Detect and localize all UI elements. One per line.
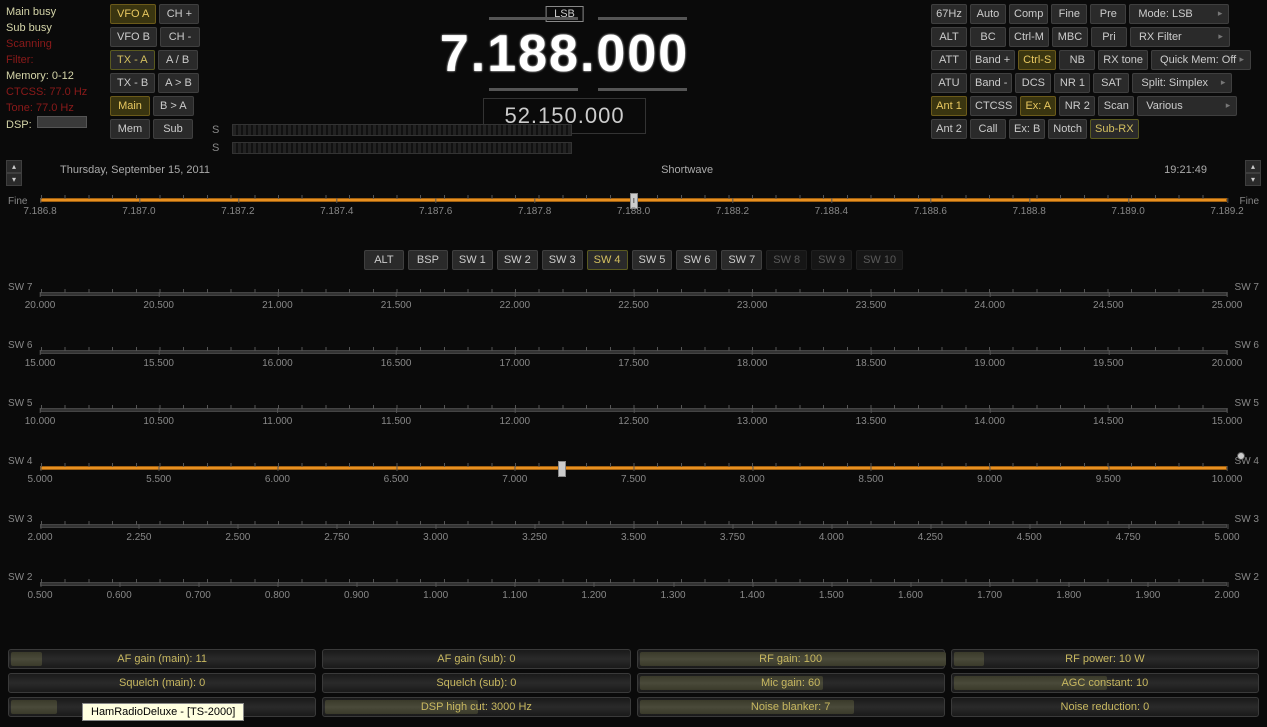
band-scale-sw5[interactable]: SW 5SW 510.00010.50011.00011.50012.00012… — [0, 392, 1267, 450]
center-display: LSB 7.188.000 52.150.000 S S — [202, 0, 927, 160]
btn-mem[interactable]: Mem — [110, 119, 150, 139]
scanning: Scanning — [6, 36, 102, 52]
slider-rf-gain-100[interactable]: RF gain: 100 — [637, 649, 945, 669]
slider-af-gain-main-11[interactable]: AF gain (main): 11 — [8, 649, 316, 669]
btn-band-[interactable]: Band + — [970, 50, 1015, 70]
fine-scale[interactable]: Fine Fine 7.186.87.187.07.187.27.187.47.… — [0, 180, 1267, 244]
left-button-grid: VFO ACH +VFO BCH -TX - AA / BTX - BA > B… — [108, 0, 202, 160]
sub-busy: Sub busy — [6, 20, 102, 36]
btn-mbc[interactable]: MBC — [1052, 27, 1088, 47]
btn-split-simplex[interactable]: Split: Simplex — [1132, 73, 1232, 93]
btn-notch[interactable]: Notch — [1048, 119, 1087, 139]
btn-ant-2[interactable]: Ant 2 — [931, 119, 967, 139]
s-meter-sub — [232, 142, 572, 154]
slider-dsp-high-cut-3000-hz[interactable]: DSP high cut: 3000 Hz — [322, 697, 630, 717]
band-btn-sw2[interactable]: SW 2 — [497, 250, 538, 270]
band-btn-sw10: SW 10 — [856, 250, 903, 270]
info-bar: ▴▾ Thursday, September 15, 2011 Shortwav… — [0, 160, 1267, 180]
dsp: DSP: — [6, 116, 102, 133]
btn-67hz[interactable]: 67Hz — [931, 4, 967, 24]
slider-squelch-sub-0[interactable]: Squelch (sub): 0 — [322, 673, 630, 693]
band-btn-sw6[interactable]: SW 6 — [676, 250, 717, 270]
tone: Tone: 77.0 Hz — [6, 100, 102, 116]
btn-sub[interactable]: Sub — [153, 119, 193, 139]
band-btn-sw9: SW 9 — [811, 250, 852, 270]
s-meter-main — [232, 124, 572, 136]
slider-af-gain-sub-0[interactable]: AF gain (sub): 0 — [322, 649, 630, 669]
band-buttons: ALTBSPSW 1SW 2SW 3SW 4SW 5SW 6SW 7SW 8SW… — [0, 250, 1267, 270]
btn-ant-1[interactable]: Ant 1 — [931, 96, 967, 116]
slider-squelch-main-0[interactable]: Squelch (main): 0 — [8, 673, 316, 693]
band-btn-alt[interactable]: ALT — [364, 250, 404, 270]
btn-pre[interactable]: Pre — [1090, 4, 1126, 24]
btn-tx-a[interactable]: TX - A — [110, 50, 155, 70]
btn-a-b[interactable]: A / B — [158, 50, 198, 70]
time: 19:21:49 — [1164, 164, 1207, 176]
band-scale-sw2[interactable]: SW 2SW 20.5000.6000.7000.8000.9001.0001.… — [0, 566, 1267, 624]
btn-vfo-a[interactable]: VFO A — [110, 4, 156, 24]
slider-noise-blanker-7[interactable]: Noise blanker: 7 — [637, 697, 945, 717]
btn-quick-mem-off[interactable]: Quick Mem: Off — [1151, 50, 1251, 70]
band-btn-bsp[interactable]: BSP — [408, 250, 448, 270]
btn-nb[interactable]: NB — [1059, 50, 1095, 70]
btn-ctcss[interactable]: CTCSS — [970, 96, 1017, 116]
band-btn-sw3[interactable]: SW 3 — [542, 250, 583, 270]
band-btn-sw8: SW 8 — [766, 250, 807, 270]
btn-ctrl-s[interactable]: Ctrl-S — [1018, 50, 1056, 70]
btn-scan[interactable]: Scan — [1098, 96, 1134, 116]
btn-tx-b[interactable]: TX - B — [110, 73, 155, 93]
btn-main[interactable]: Main — [110, 96, 150, 116]
btn-b-a[interactable]: B > A — [153, 96, 194, 116]
btn-bc[interactable]: BC — [970, 27, 1006, 47]
slider-rf-power-10-w[interactable]: RF power: 10 W — [951, 649, 1259, 669]
btn-band-[interactable]: Band - — [970, 73, 1012, 93]
btn-sat[interactable]: SAT — [1093, 73, 1129, 93]
band-btn-sw7[interactable]: SW 7 — [721, 250, 762, 270]
btn-nr-1[interactable]: NR 1 — [1054, 73, 1090, 93]
btn-mode-lsb[interactable]: Mode: LSB — [1129, 4, 1229, 24]
band-btn-sw4[interactable]: SW 4 — [587, 250, 628, 270]
btn-a-b[interactable]: A > B — [158, 73, 199, 93]
btn-ex-b[interactable]: Ex: B — [1009, 119, 1045, 139]
btn-call[interactable]: Call — [970, 119, 1006, 139]
btn-vfo-b[interactable]: VFO B — [110, 27, 157, 47]
btn-auto[interactable]: Auto — [970, 4, 1006, 24]
btn-ex-a[interactable]: Ex: A — [1020, 96, 1056, 116]
btn-ch-[interactable]: CH - — [160, 27, 200, 47]
band-scale-sw4[interactable]: SW 4SW 45.0005.5006.0006.5007.0007.5008.… — [0, 450, 1267, 508]
memory: Memory: 0-12 — [6, 68, 102, 84]
btn-pri[interactable]: Pri — [1091, 27, 1127, 47]
btn-rx-filter[interactable]: RX Filter — [1130, 27, 1230, 47]
btn-ctrl-m[interactable]: Ctrl-M — [1009, 27, 1049, 47]
band-btn-sw1[interactable]: SW 1 — [452, 250, 493, 270]
slider-noise-reduction-0[interactable]: Noise reduction: 0 — [951, 697, 1259, 717]
btn-rx-tone[interactable]: RX tone — [1098, 50, 1148, 70]
slider-agc-constant-10[interactable]: AGC constant: 10 — [951, 673, 1259, 693]
right-button-grid: 67HzAutoCompFinePreMode: LSB ALTBCCtrl-MM… — [927, 0, 1267, 160]
btn-atu[interactable]: ATU — [931, 73, 967, 93]
btn-comp[interactable]: Comp — [1009, 4, 1048, 24]
band-btn-sw5[interactable]: SW 5 — [632, 250, 673, 270]
band-name: Shortwave — [661, 164, 713, 176]
btn-various[interactable]: Various — [1137, 96, 1237, 116]
band-scale-sw3[interactable]: SW 3SW 32.0002.2502.5002.7503.0003.2503.… — [0, 508, 1267, 566]
btn-alt[interactable]: ALT — [931, 27, 967, 47]
s-meters: S S — [212, 124, 572, 154]
btn-att[interactable]: ATT — [931, 50, 967, 70]
main-busy: Main busy — [6, 4, 102, 20]
main-frequency[interactable]: 7.188.000 — [212, 24, 917, 84]
btn-sub-rx[interactable]: Sub-RX — [1090, 119, 1139, 139]
btn-ch-[interactable]: CH + — [159, 4, 199, 24]
btn-dcs[interactable]: DCS — [1015, 73, 1051, 93]
slider-mic-gain-60[interactable]: Mic gain: 60 — [637, 673, 945, 693]
band-scale-sw7[interactable]: SW 7SW 720.00020.50021.00021.50022.00022… — [0, 276, 1267, 334]
date: Thursday, September 15, 2011 — [60, 164, 210, 176]
ctcss: CTCSS: 77.0 Hz — [6, 84, 102, 100]
band-scale-sw6[interactable]: SW 6SW 615.00015.50016.00016.50017.00017… — [0, 334, 1267, 392]
status-panel: Main busy Sub busy Scanning Filter: Memo… — [0, 0, 108, 160]
tooltip: HamRadioDeluxe - [TS-2000] — [82, 703, 244, 721]
btn-nr-2[interactable]: NR 2 — [1059, 96, 1095, 116]
filter: Filter: — [6, 52, 102, 68]
btn-fine[interactable]: Fine — [1051, 4, 1087, 24]
